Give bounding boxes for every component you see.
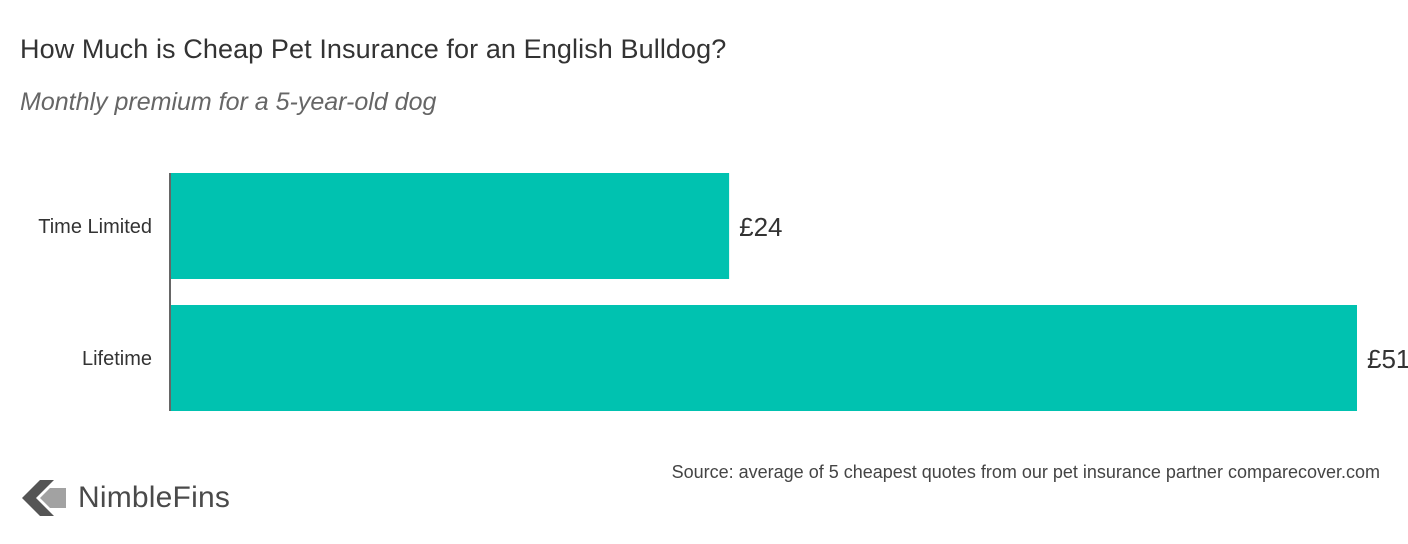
nimblefins-chevron-icon xyxy=(22,480,66,516)
category-label-1: Lifetime xyxy=(82,348,152,370)
bar-1 xyxy=(171,305,1357,411)
chart-subtitle: Monthly premium for a 5-year-old dog xyxy=(20,88,437,116)
brand-logo: NimbleFins xyxy=(20,476,230,520)
category-label-0: Time Limited xyxy=(38,216,152,238)
source-note: Source: average of 5 cheapest quotes fro… xyxy=(671,462,1380,482)
value-label-1: £51 xyxy=(1367,344,1408,374)
chart-title: How Much is Cheap Pet Insurance for an E… xyxy=(20,34,727,64)
brand-name: NimbleFins xyxy=(78,481,231,514)
bar-0 xyxy=(171,173,730,279)
value-label-0: £24 xyxy=(739,212,782,242)
